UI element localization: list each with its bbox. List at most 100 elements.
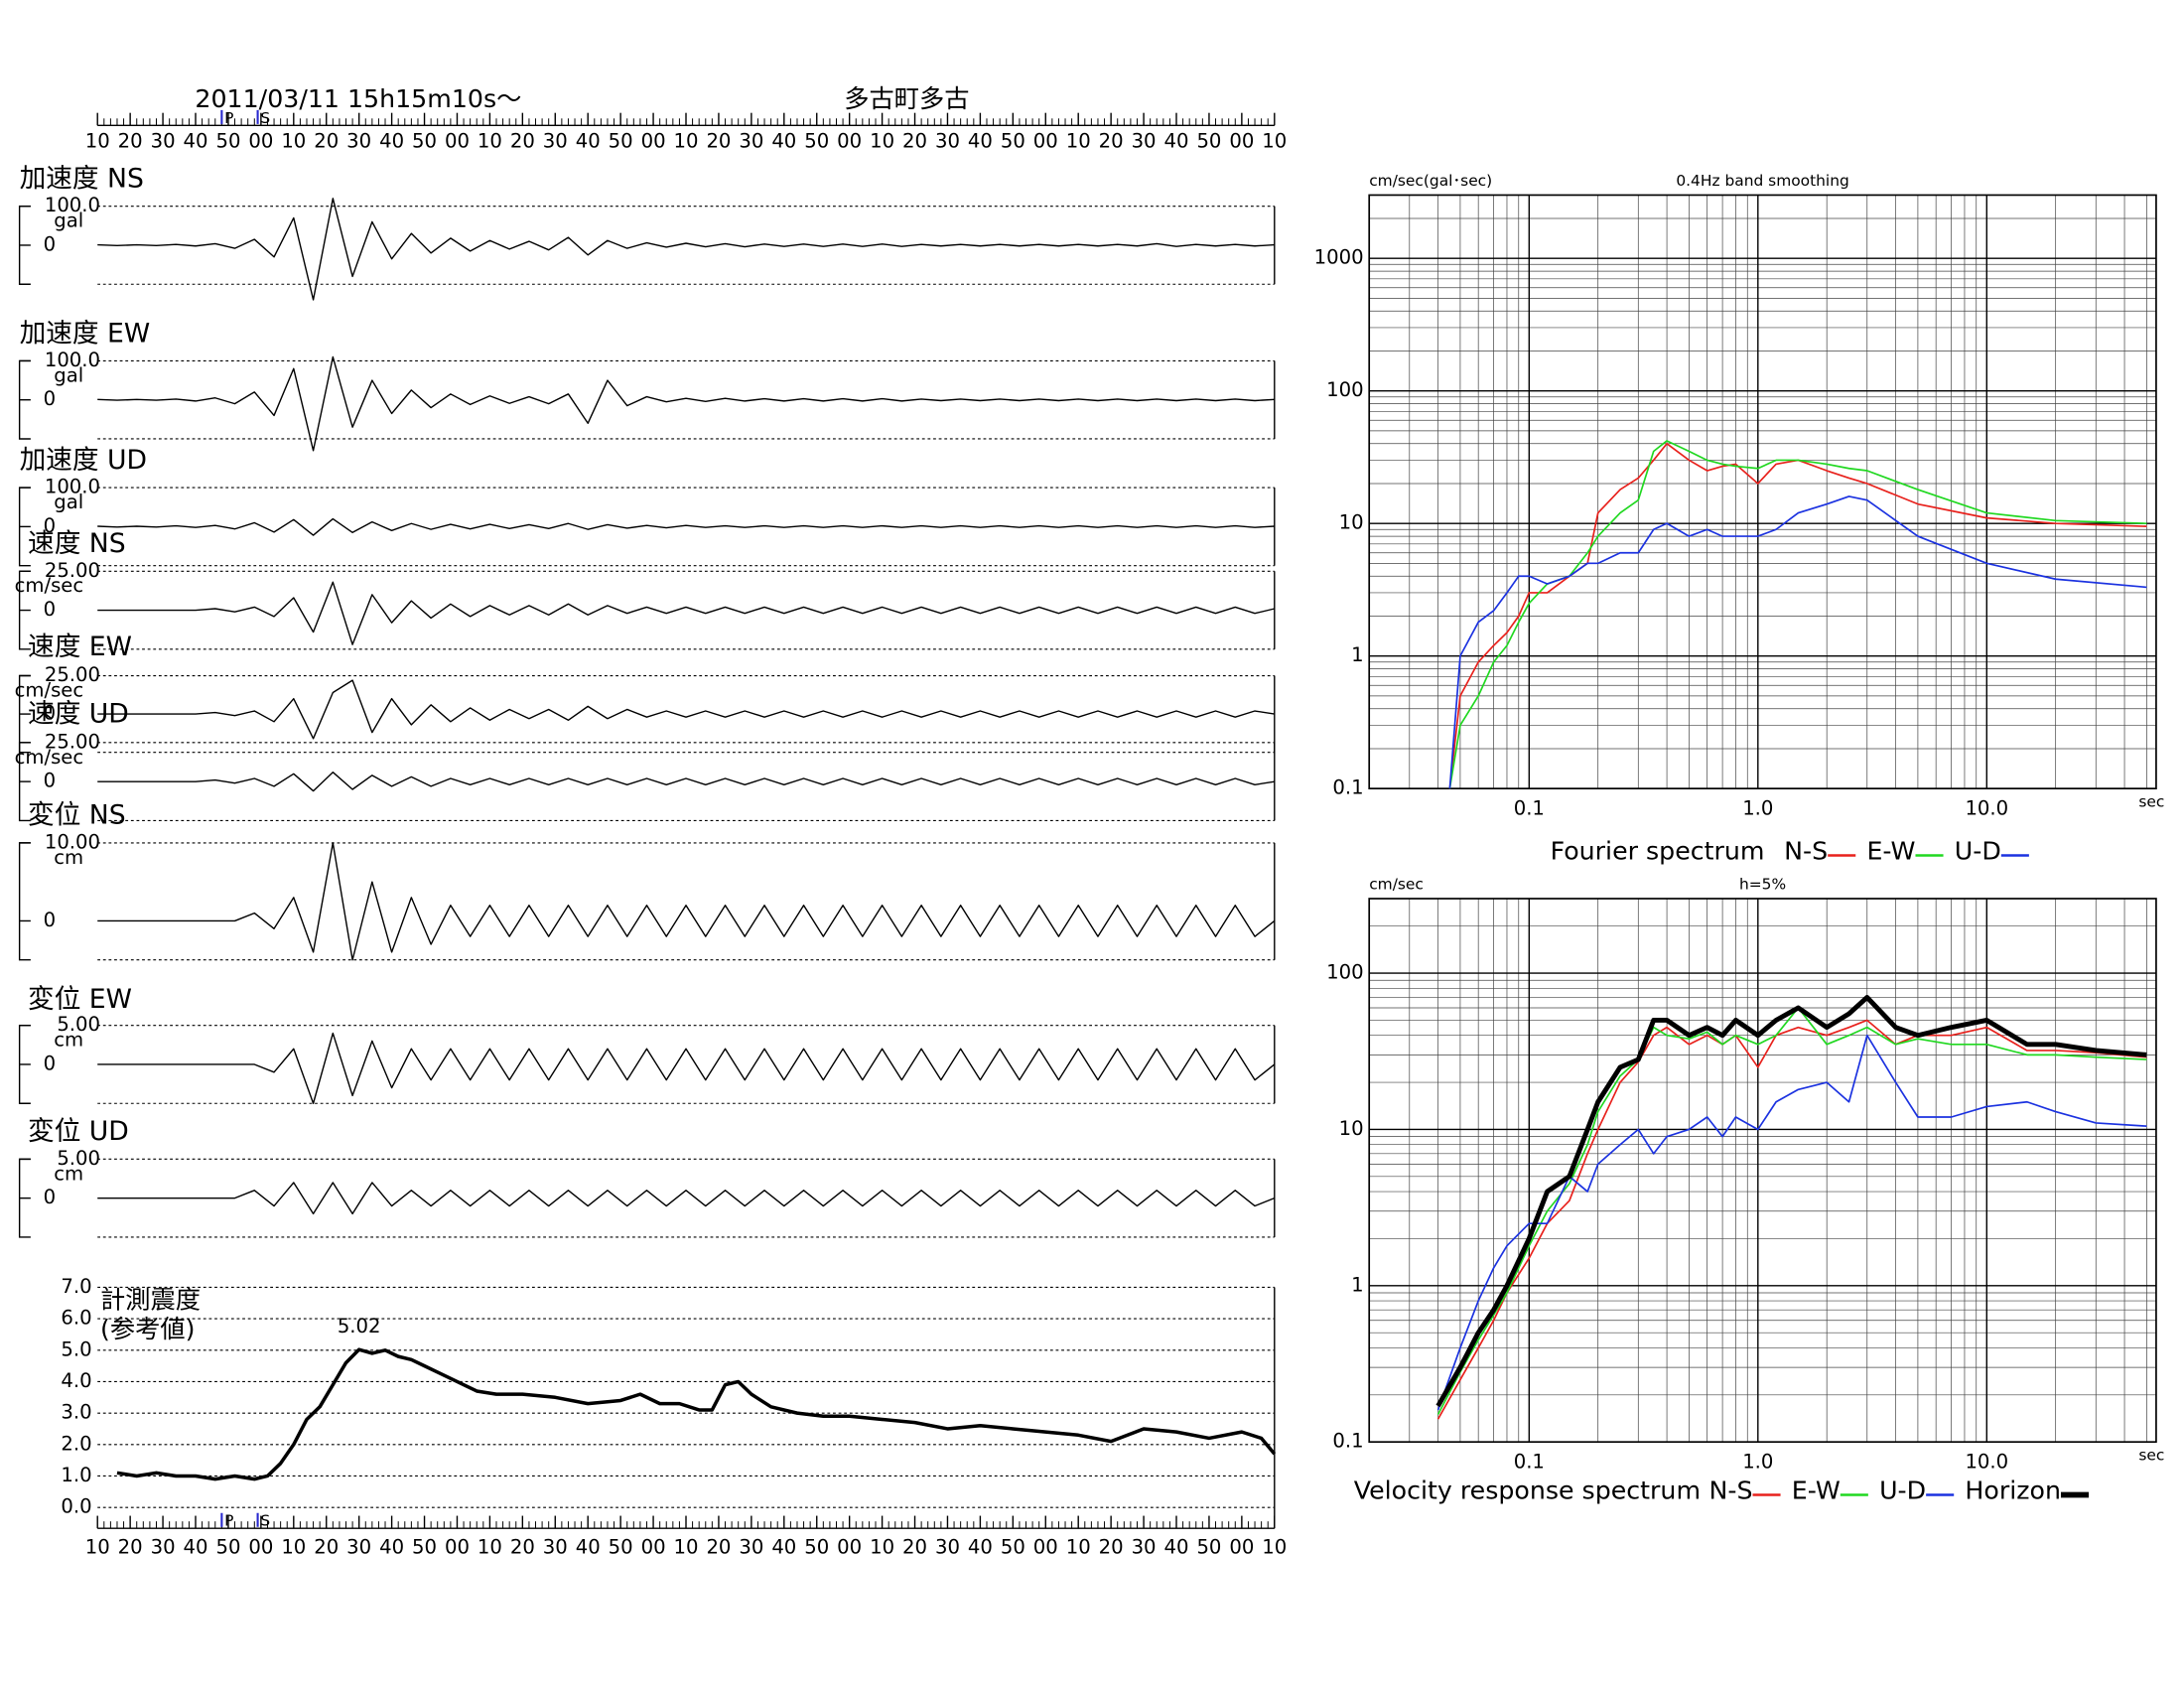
y-tick-label: 5.00: [57, 1013, 100, 1036]
bracket: [18, 842, 31, 961]
x-tick-label: 00: [445, 1535, 470, 1558]
x-tick-label: 30: [543, 130, 568, 153]
trace-name: 加速度 NS: [20, 164, 144, 195]
x-tick-label: 10: [870, 130, 894, 153]
x-tick-label: 00: [1229, 1535, 1254, 1558]
waveform-trace: [97, 1182, 1276, 1215]
x-tick-label: 20: [314, 1535, 339, 1558]
x-tick-label: 40: [771, 130, 796, 153]
x-tick-label: 30: [346, 1535, 371, 1558]
x-tick-label: 40: [968, 1535, 993, 1558]
x-tick-label: 50: [1001, 1535, 1025, 1558]
unit: cm: [54, 846, 83, 869]
intensity-line: [116, 1347, 1277, 1481]
x-tick-label: 1.0: [1742, 1451, 1773, 1474]
y-tick-label: 25.00: [45, 663, 100, 686]
x-tick-label: 40: [379, 130, 404, 153]
legend-label: E-W: [1866, 837, 1915, 866]
y-tick-label: 0: [44, 702, 56, 725]
waveform-trace: [97, 772, 1275, 792]
x-tick-label: 50: [215, 1535, 240, 1558]
note: 0.4Hz band smoothing: [1676, 172, 1848, 190]
x-tick-label: 20: [1099, 1535, 1124, 1558]
x-tick-label: 30: [739, 1535, 763, 1558]
x-tick-label: 00: [641, 1535, 666, 1558]
y-tick-label: 100: [1326, 378, 1363, 401]
waveform-trace: [97, 355, 1275, 452]
y-tick-label: 0: [44, 770, 56, 792]
y-tick-label: 1: [1351, 1273, 1364, 1296]
x-tick-label: 30: [346, 130, 371, 153]
y-tick-label: 2.0: [61, 1432, 91, 1455]
x-tick-label: 30: [739, 130, 763, 153]
x-tick-label: 10.0: [1965, 797, 2008, 820]
legend-label: U-D: [1879, 1477, 1926, 1505]
x-tick-label: 10: [478, 1535, 502, 1558]
x-tick-label: 40: [576, 130, 601, 153]
legend-label: U-D: [1955, 837, 2001, 866]
note: h=5%: [1739, 875, 1786, 893]
x-tick-label: 50: [609, 130, 633, 153]
x-tick-label: 50: [804, 130, 829, 153]
legend-label: N-S: [1708, 1477, 1752, 1505]
x-tick-label: 20: [510, 130, 535, 153]
plot-frame: [1368, 898, 2157, 1444]
waveform-trace: [97, 198, 1275, 301]
y-tick-label: 1.0: [61, 1464, 91, 1486]
x-tick-label: 10: [281, 1535, 306, 1558]
y-tick-label: 10: [1339, 1117, 1364, 1140]
x-unit: sec: [2138, 793, 2164, 811]
y-tick-label: 0: [44, 909, 56, 931]
y-tick-label: 100.0: [45, 194, 100, 216]
x-tick-label: 10: [85, 130, 110, 153]
x-tick-label: 00: [1033, 1535, 1058, 1558]
legend-title: Fourier spectrum: [1551, 837, 1765, 866]
y-tick-label: 5.0: [61, 1337, 91, 1360]
y-tick-label: 100.0: [45, 349, 100, 371]
y-tick-label: 0: [44, 598, 56, 621]
x-tick-label: 40: [771, 1535, 796, 1558]
y-tick-label: 1: [1351, 643, 1364, 666]
waveform-trace: [97, 1032, 1276, 1104]
legend-title: Velocity response spectrum: [1354, 1477, 1701, 1505]
x-tick-label: 10: [1066, 1535, 1091, 1558]
y-tick-label: 4.0: [61, 1369, 91, 1392]
y-tick-label: 0.1: [1332, 776, 1363, 799]
y-tick-label: 10: [1339, 511, 1364, 534]
station: 多古町多古: [844, 84, 969, 113]
x-tick-label: 1.0: [1742, 797, 1773, 820]
x-tick-label: 10.0: [1965, 1451, 2008, 1474]
unit: cm/sec: [15, 574, 84, 597]
x-tick-label: 20: [118, 1535, 143, 1558]
x-tick-label: 20: [902, 1535, 927, 1558]
x-tick-label: 30: [151, 1535, 176, 1558]
x-tick-label: 10: [85, 1535, 110, 1558]
unit: cm: [54, 1029, 83, 1052]
phase-marker-label: S: [260, 1512, 270, 1530]
y-tick-label: 0: [44, 1186, 56, 1208]
unit: gal: [54, 210, 83, 232]
x-tick-label: 20: [1099, 130, 1124, 153]
y-tick-label: 0: [44, 232, 56, 255]
unit: cm/sec: [15, 678, 84, 701]
x-tick-label: 40: [184, 1535, 208, 1558]
x-tick-label: 10: [281, 130, 306, 153]
y-tick-label: 6.0: [61, 1307, 91, 1330]
x-tick-label: 20: [902, 130, 927, 153]
x-tick-label: 40: [1164, 1535, 1189, 1558]
spectrum-line: [1448, 440, 2147, 789]
trace-name: 速度 NS: [28, 528, 126, 559]
y-tick-label: 0.1: [1332, 1430, 1363, 1453]
phase-marker-label: S: [260, 109, 270, 127]
x-tick-label: 10: [674, 1535, 699, 1558]
y-tick-label: 10.00: [45, 830, 100, 853]
spectrum-line: [1436, 1034, 2147, 1411]
y-tick-label: 0.0: [61, 1495, 91, 1518]
unit: cm/sec: [15, 746, 84, 769]
x-tick-label: 10: [674, 130, 699, 153]
x-tick-label: 50: [609, 1535, 633, 1558]
legend-label: N-S: [1784, 837, 1828, 866]
y-tick-label: 100: [1326, 961, 1363, 984]
spectrum-line: [1448, 495, 2147, 789]
